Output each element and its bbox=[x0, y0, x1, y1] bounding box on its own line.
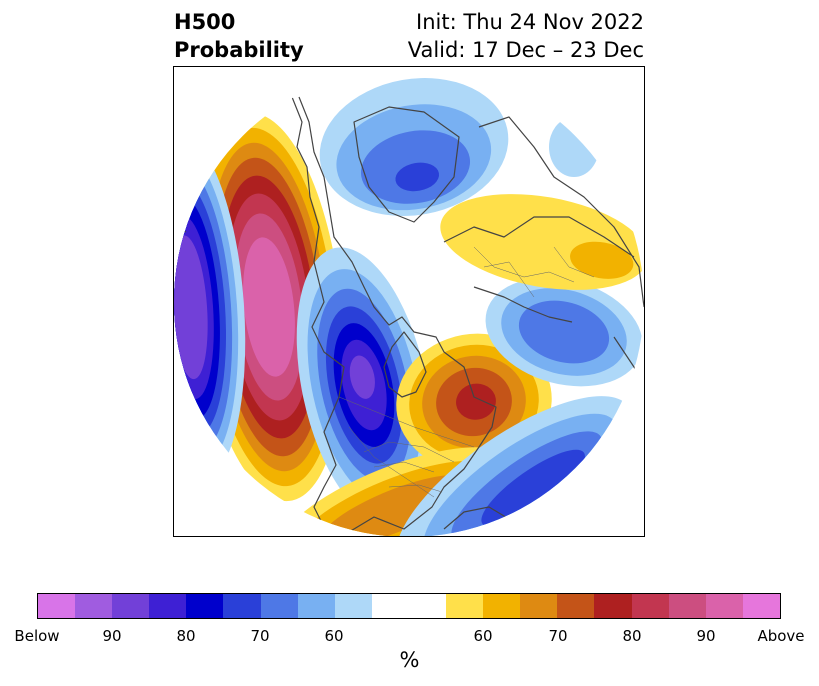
hudson-bay-coastline bbox=[383, 331, 427, 398]
colorbar-segment bbox=[75, 594, 113, 618]
colorbar-segment bbox=[705, 594, 743, 618]
colorbar-segment bbox=[408, 594, 447, 618]
colorbar-segment bbox=[594, 594, 632, 618]
colorbar-tick-label: Above bbox=[757, 627, 805, 645]
eurasia-coastline bbox=[443, 116, 644, 388]
north-america-coastline bbox=[291, 96, 497, 533]
title-line-2: Probability bbox=[174, 38, 304, 62]
anomaly-arctic-small-below bbox=[549, 117, 599, 177]
colorbar-unit: % bbox=[399, 648, 420, 672]
colorbar-tick-label: 60 bbox=[324, 627, 344, 645]
colorbar-tick-label: Below bbox=[14, 627, 60, 645]
greenland-coastline bbox=[353, 106, 460, 223]
anomaly-western-canada-below bbox=[296, 247, 432, 523]
chart-title: H500 Probability bbox=[174, 8, 304, 64]
colorbar-segment bbox=[186, 594, 224, 618]
colorbar-tick-label: 80 bbox=[176, 627, 196, 645]
valid-range: Valid: 17 Dec – 23 Dec bbox=[407, 38, 644, 62]
colorbar-tick-label: 90 bbox=[696, 627, 716, 645]
colorbar-segment bbox=[371, 594, 409, 618]
colorbar-tick-label: 80 bbox=[622, 627, 642, 645]
colorbar-segment bbox=[742, 594, 780, 618]
title-line-1: H500 bbox=[174, 10, 236, 34]
border-lines-north-america bbox=[338, 396, 475, 498]
colorbar-segment bbox=[668, 594, 706, 618]
colorbar-tick-label: 60 bbox=[473, 627, 493, 645]
anomaly-siberia-above bbox=[440, 194, 644, 290]
colorbar-segment bbox=[149, 594, 187, 618]
colorbar-segment bbox=[557, 594, 595, 618]
colorbar-segment bbox=[631, 594, 669, 618]
border-lines-eurasia bbox=[473, 246, 595, 298]
probability-map bbox=[173, 66, 645, 537]
colorbar-segment bbox=[223, 594, 261, 618]
colorbar-tick-label: 70 bbox=[548, 627, 568, 645]
colorbar-segment bbox=[520, 594, 558, 618]
colorbar-segment bbox=[260, 594, 298, 618]
political-borders bbox=[338, 246, 595, 498]
colorbar-segment bbox=[483, 594, 521, 618]
colorbar-segment bbox=[446, 594, 484, 618]
forecast-dates: Init: Thu 24 Nov 2022 Valid: 17 Dec – 23… bbox=[408, 8, 644, 64]
colorbar bbox=[37, 593, 781, 619]
colorbar-segment bbox=[38, 594, 76, 618]
colorbar-tick-labels: Below 90 80 70 60 60 70 80 90 Above bbox=[0, 627, 819, 647]
colorbar-segment bbox=[334, 594, 372, 618]
colorbar-segment bbox=[112, 594, 150, 618]
colorbar-segment bbox=[297, 594, 335, 618]
colorbar-tick-label: 70 bbox=[250, 627, 270, 645]
anomaly-western-atlantic-below bbox=[395, 396, 633, 536]
map-svg bbox=[174, 67, 644, 536]
init-date: Init: Thu 24 Nov 2022 bbox=[416, 10, 644, 34]
colorbar-tick-label: 90 bbox=[102, 627, 122, 645]
